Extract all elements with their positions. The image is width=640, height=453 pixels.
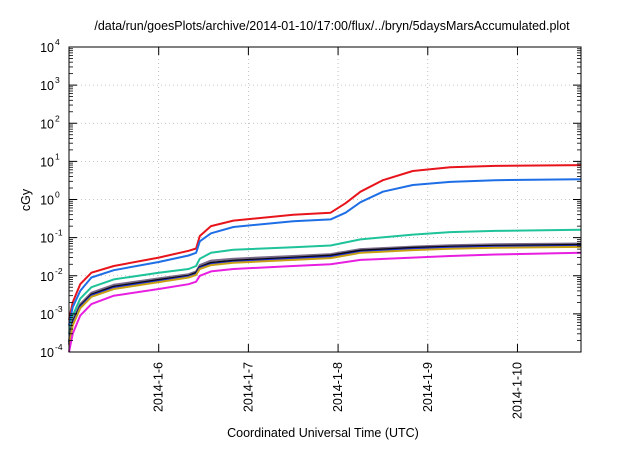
y-tick-label-exponent: 3 [55, 75, 60, 85]
series-line [68, 228, 582, 334]
series-line [68, 251, 582, 353]
y-tick-label: 10 [40, 346, 54, 360]
x-tick-label: 2014-1-10 [510, 362, 524, 419]
series-group [68, 164, 582, 353]
y-tick-label-exponent: 2 [55, 113, 60, 123]
series-line [68, 245, 582, 346]
y-tick-label: 10 [40, 79, 54, 93]
y-tick-label: 10 [40, 41, 54, 55]
y-tick-label-exponent: -2 [55, 266, 63, 276]
y-tick-label-exponent: -4 [55, 342, 63, 352]
series-line [68, 242, 582, 341]
x-tick-label: 2014-1-6 [152, 362, 166, 412]
y-tick-label: 10 [40, 117, 54, 131]
x-tick-label: 2014-1-9 [421, 362, 435, 412]
chart-title: /data/run/goesPlots/archive/2014-01-10/1… [94, 19, 570, 33]
grid [69, 47, 581, 352]
y-tick-label-exponent: -1 [55, 228, 63, 238]
y-tick-label-exponent: 0 [55, 190, 60, 200]
y-axis-label: cGy [19, 188, 33, 211]
y-tick-label: 10 [40, 270, 54, 284]
x-axis-label: Coordinated Universal Time (UTC) [227, 426, 419, 440]
series-line [68, 164, 582, 321]
x-tick-label: 2014-1-7 [241, 362, 255, 412]
y-tick-label-exponent: 4 [55, 37, 60, 47]
y-tick-label: 10 [40, 155, 54, 169]
x-tick-label: 2014-1-8 [331, 362, 345, 412]
y-tick-label: 10 [40, 308, 54, 322]
y-tick-label-exponent: 1 [55, 151, 60, 161]
y-tick-label-exponent: -3 [55, 304, 63, 314]
series-line [68, 178, 582, 326]
y-tick-label: 10 [40, 232, 54, 246]
y-tick-label: 10 [40, 194, 54, 208]
x-axis: 2014-1-6 2014-1-7 2014-1-8 2014-1-9 2014-1-1… [152, 47, 524, 419]
